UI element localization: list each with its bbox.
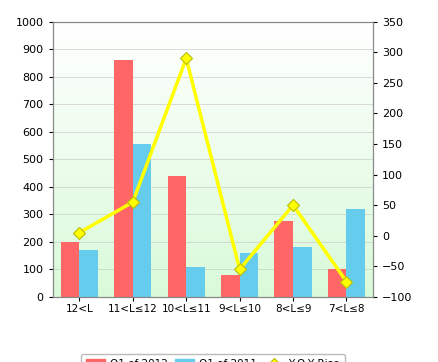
Bar: [292, 247, 311, 297]
Bar: [114, 60, 132, 297]
Bar: [186, 266, 205, 297]
Bar: [60, 242, 79, 297]
Legend: Q1 of 2012, Q1 of 2011, Y-O-Y Rise: Q1 of 2012, Q1 of 2011, Y-O-Y Rise: [81, 354, 344, 362]
Bar: [167, 176, 186, 297]
Bar: [132, 144, 151, 297]
Bar: [346, 209, 364, 297]
Bar: [327, 269, 346, 297]
Bar: [274, 221, 292, 297]
Bar: [79, 250, 98, 297]
Bar: [220, 275, 239, 297]
Bar: [239, 253, 258, 297]
